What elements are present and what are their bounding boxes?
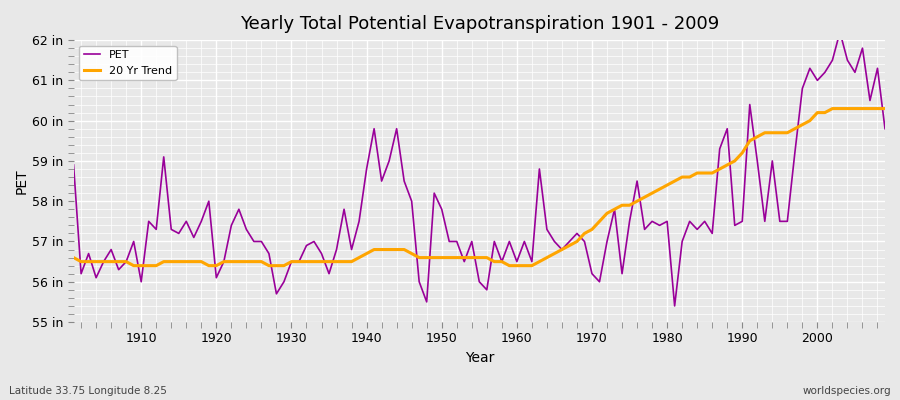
PET	[670, 304, 680, 308]
20 Yr Trend	[609, 207, 620, 212]
PET	[601, 239, 612, 244]
20 Yr Trend	[136, 263, 147, 268]
Title: Yearly Total Potential Evapotranspiration 1901 - 2009: Yearly Total Potential Evapotranspiratio…	[239, 15, 719, 33]
Line: 20 Yr Trend: 20 Yr Trend	[74, 108, 885, 266]
PET	[129, 239, 140, 244]
PET	[834, 30, 845, 34]
PET	[293, 259, 304, 264]
PET	[338, 207, 349, 212]
PET	[504, 239, 515, 244]
PET	[879, 126, 890, 131]
20 Yr Trend	[346, 259, 357, 264]
X-axis label: Year: Year	[464, 351, 494, 365]
20 Yr Trend	[511, 263, 522, 268]
20 Yr Trend	[827, 106, 838, 111]
20 Yr Trend	[302, 259, 312, 264]
Line: PET: PET	[74, 32, 885, 306]
PET	[68, 162, 79, 167]
Text: worldspecies.org: worldspecies.org	[803, 386, 891, 396]
20 Yr Trend	[129, 263, 140, 268]
Legend: PET, 20 Yr Trend: PET, 20 Yr Trend	[79, 46, 176, 80]
Text: Latitude 33.75 Longitude 8.25: Latitude 33.75 Longitude 8.25	[9, 386, 166, 396]
Y-axis label: PET: PET	[15, 168, 29, 194]
20 Yr Trend	[68, 255, 79, 260]
PET	[511, 259, 522, 264]
20 Yr Trend	[879, 106, 890, 111]
20 Yr Trend	[519, 263, 530, 268]
